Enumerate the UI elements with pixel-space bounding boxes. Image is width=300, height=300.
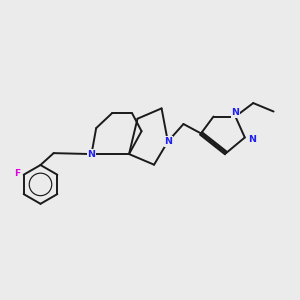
Text: N: N [231, 108, 239, 117]
Text: N: N [249, 134, 256, 143]
Text: N: N [164, 137, 172, 146]
Text: F: F [14, 169, 20, 178]
Text: N: N [88, 150, 95, 159]
